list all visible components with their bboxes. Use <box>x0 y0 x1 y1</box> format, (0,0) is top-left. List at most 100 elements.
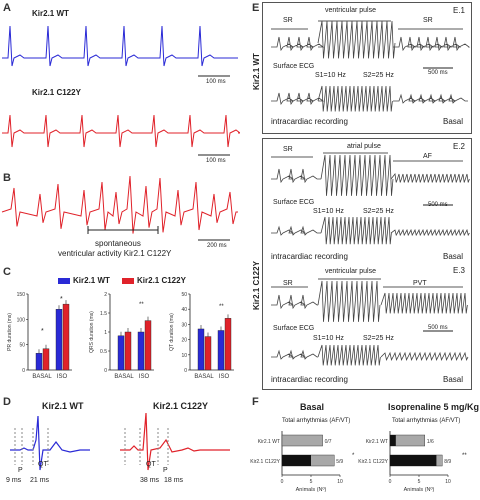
legend-mut-swatch <box>122 278 134 284</box>
f-row-label: Kir2.1 WT <box>366 439 388 445</box>
panel-c-chart-2: 0 10 20 30 40 50 QT duration (ms) BASAL ISO <box>169 292 234 380</box>
e1-ecg-label: Surface ECG <box>273 63 315 70</box>
c-bar <box>35 353 43 371</box>
panel-e23-box: E.2 SR atrial pulse AF Surface ECG S1=10… <box>262 138 472 390</box>
panel-d-wt-qt: QT <box>38 461 48 468</box>
e2-sr-left: SR <box>283 146 293 153</box>
e2-intra-label: intracardiac recording <box>271 252 348 261</box>
e1-basal: Basal <box>443 117 464 126</box>
panel-d-wt-p: P <box>18 467 23 474</box>
f-fraction: 8/9 <box>444 459 451 465</box>
panel-b-scale: 200 ms <box>207 243 227 249</box>
c-tick-label: 1 <box>104 330 107 336</box>
f-row-label: Kir2.1 WT <box>258 439 280 445</box>
c-tick-label: 50 <box>181 292 187 298</box>
f-iso-title: Isoprenaline 5 mg/Kg <box>388 402 480 412</box>
c-sig-basal-pr: * <box>41 328 44 335</box>
e2-ecg-label: Surface ECG <box>273 199 315 206</box>
panel-e1-box: E.1 SR ventricular pulse SR Surface ECG … <box>262 2 472 134</box>
c-category-label: ISO <box>57 374 68 380</box>
c-category-label: ISO <box>219 374 230 380</box>
c-bar <box>137 331 145 371</box>
f-row-label: Kir2.1 C122Y <box>358 459 388 465</box>
panel-a-scale1: 100 ms <box>206 79 226 85</box>
panel-a-scale2: 100 ms <box>206 158 226 164</box>
c-bar <box>144 320 152 371</box>
legend-wt-swatch <box>58 278 70 284</box>
e-mut-side-label: Kir2.1 C122Y <box>252 261 261 310</box>
c-tick-label: 30 <box>181 322 187 328</box>
f-tick-label: 5 <box>310 479 313 485</box>
e1-s1: S1=10 Hz <box>315 72 346 79</box>
panel-d-mut-beat <box>120 412 230 471</box>
panel-f-chart-0: 0 5 10 Animals (Nº) Kir2.1 WT 0/7 Kir2.1 C122Y… <box>250 431 343 493</box>
e1-tag: E.1 <box>453 6 466 15</box>
e1-s2: S2=25 Hz <box>363 72 394 79</box>
e2-ecg <box>271 152 470 206</box>
panel-d-mut-ms1: 38 ms <box>140 477 160 484</box>
e3-pvt: PVT <box>413 280 427 287</box>
ecg-mut-trace <box>2 114 240 148</box>
panel-b-trace <box>1 175 238 241</box>
e3-s1: S1=10 Hz <box>313 335 344 342</box>
f-fraction: 5/9 <box>336 459 343 465</box>
e3-basal: Basal <box>443 375 464 384</box>
panel-label-e: E <box>252 2 260 14</box>
e1-intra-label: intracardiac recording <box>271 117 348 126</box>
panel-label-a: A <box>3 2 11 14</box>
f-basal-subtitle: Total arrhythmias (AF/VT) <box>282 418 351 424</box>
e2-s1: S1=10 Hz <box>313 208 344 215</box>
panel-b-caption-2: ventricular activity Kir2.1 C122Y <box>58 249 172 258</box>
e1-sr-right: SR <box>423 17 433 24</box>
e2-basal: Basal <box>443 252 464 261</box>
ecg-b-trace <box>1 175 238 234</box>
c-ylabel: QT duration (ms) <box>169 313 175 351</box>
panel-a-wt-label: Kir2.1 WT <box>32 9 69 18</box>
c-bar <box>217 330 225 371</box>
c-category-label: BASAL <box>32 374 52 380</box>
e3-intra <box>271 344 469 366</box>
c-bar <box>224 318 232 371</box>
e1-pulse-label: ventricular pulse <box>325 7 376 14</box>
e2-intra <box>271 216 470 245</box>
f-bar-arrhythmic <box>390 455 437 466</box>
panel-f-chart-1: 0 5 10 Animals (Nº) Kir2.1 WT 1/6 Kir2.1 C122Y… <box>358 431 451 493</box>
f-row-label: Kir2.1 C122Y <box>250 459 280 465</box>
panel-d-mut-ms2: 18 ms <box>164 477 184 484</box>
legend-wt-label: Kir2.1 WT <box>73 276 110 285</box>
c-bar <box>124 331 132 371</box>
c-ylabel: QRS duration (ms) <box>89 311 95 353</box>
panel-label-d: D <box>3 396 11 408</box>
c-tick-label: 10 <box>181 353 187 359</box>
c-category-label: BASAL <box>194 374 214 380</box>
c-tick-label: 20 <box>181 338 187 344</box>
e2-pulse-label: atrial pulse <box>347 143 381 150</box>
e1-ecg <box>271 20 471 69</box>
e3-s2: S2=25 Hz <box>363 335 394 342</box>
c-category-label: ISO <box>139 374 150 380</box>
e2-scale: 500 ms <box>428 202 448 208</box>
c-bar <box>42 348 50 371</box>
c-tick-label: 0 <box>184 368 187 374</box>
panel-d-mut-qt: QT <box>146 461 156 468</box>
f-tick-label: 5 <box>418 479 421 485</box>
e3-tag: E.3 <box>453 266 466 275</box>
f-iso-subtitle: Total arrhythmias (AF/VT) <box>392 418 461 424</box>
c-sig-iso-qt: ** <box>219 304 224 310</box>
c-bar <box>204 336 212 371</box>
c-bar <box>117 335 125 371</box>
panel-d-wt-title: Kir2.1 WT <box>42 401 84 411</box>
c-ylabel: PR duration (ms) <box>7 313 13 351</box>
e3-sr-left: SR <box>283 280 293 287</box>
f-tick-label: 10 <box>337 479 343 485</box>
panel-d-wt-beat <box>10 415 90 471</box>
f-basal-title: Basal <box>300 402 325 412</box>
e3-ecg <box>271 278 468 332</box>
c-tick-label: 0.5 <box>100 349 107 355</box>
f-fraction: 1/6 <box>427 439 434 445</box>
e3-pulse-label: ventricular pulse <box>325 268 376 275</box>
panel-d-traces <box>10 412 230 471</box>
e2-af: AF <box>423 153 432 160</box>
legend-mut-label: Kir2.1 C122Y <box>137 276 186 285</box>
